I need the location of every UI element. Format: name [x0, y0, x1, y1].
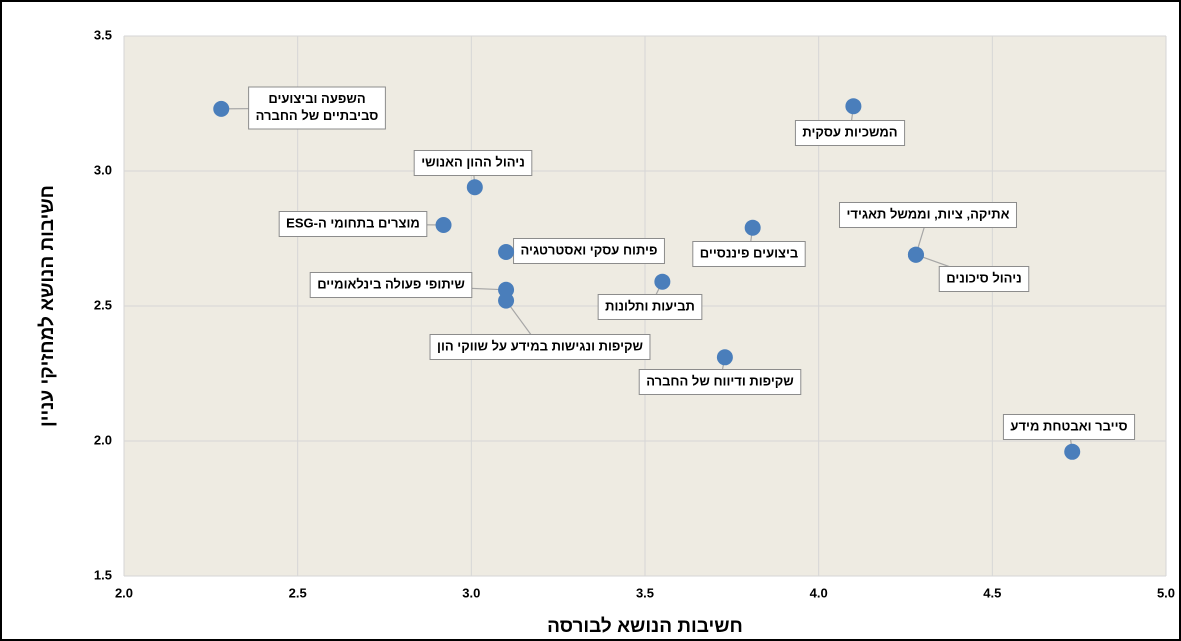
x-tick-label: 4.0	[810, 585, 828, 600]
point-label: שקיפות ונגישות במידע על שווקי הון	[437, 338, 643, 353]
point-label: שיתופי פעולה בינלאומיים	[317, 276, 465, 291]
x-tick-label: 2.5	[289, 585, 307, 600]
point	[213, 100, 230, 117]
point	[716, 349, 733, 366]
point-label: ביצועים פיננסיים	[700, 245, 798, 260]
x-tick-label: 3.0	[462, 585, 480, 600]
point	[1064, 443, 1081, 460]
x-tick-label: 3.5	[636, 585, 654, 600]
point	[498, 244, 515, 260]
point-label: השפעה וביצועים	[268, 91, 365, 106]
point-label: המשכיות עסקית	[802, 124, 897, 139]
label-box	[1002, 414, 1136, 440]
label-box	[839, 202, 1017, 228]
y-axis-title: חשיבות הנושא למחזיקי עניין	[37, 185, 58, 427]
point	[466, 179, 483, 196]
label-box	[309, 272, 473, 298]
point	[654, 273, 671, 290]
label-box	[794, 120, 906, 146]
label-box	[513, 238, 665, 264]
point	[845, 98, 862, 115]
point	[907, 246, 924, 263]
x-axis-title: חשיבות הנושא לבורסה	[547, 616, 743, 637]
label-box	[429, 334, 651, 360]
y-tick-label: 3.5	[94, 27, 112, 42]
label-box	[248, 86, 386, 130]
x-tick-label: 2.0	[115, 585, 133, 600]
label-box	[692, 241, 806, 267]
label-box	[413, 150, 533, 176]
point-label: מוצרים בתחומי ה-ESG	[286, 215, 420, 230]
label-box	[597, 294, 703, 320]
x-tick-label: 4.5	[983, 585, 1001, 600]
y-tick-label: 1.5	[94, 567, 112, 582]
y-tick-label: 3.0	[94, 162, 112, 177]
label-box	[278, 211, 428, 237]
y-tick-label: 2.0	[94, 432, 112, 447]
point-label: אתיקה, ציות, וממשל תאגידי	[847, 206, 1010, 221]
label-box	[938, 266, 1030, 292]
point	[744, 219, 761, 236]
point-label: סייבר ואבטחת מידע	[1010, 418, 1127, 433]
point-label: תביעות ותלונות	[605, 298, 695, 313]
y-tick-label: 2.5	[94, 297, 112, 312]
point	[498, 292, 515, 309]
point	[435, 217, 452, 233]
label-box	[638, 369, 802, 395]
x-tick-label: 5.0	[1157, 585, 1175, 600]
point-label: ניהול ההון האנושי	[421, 154, 525, 169]
point-label: ניהול סיכונים	[946, 270, 1022, 285]
point-label: שקיפות ודיווח של החברה	[646, 373, 794, 388]
point-label: סביבתיים של החברה	[256, 108, 379, 123]
point-label: פיתוח עסקי ואסטרטגיה	[521, 242, 658, 257]
